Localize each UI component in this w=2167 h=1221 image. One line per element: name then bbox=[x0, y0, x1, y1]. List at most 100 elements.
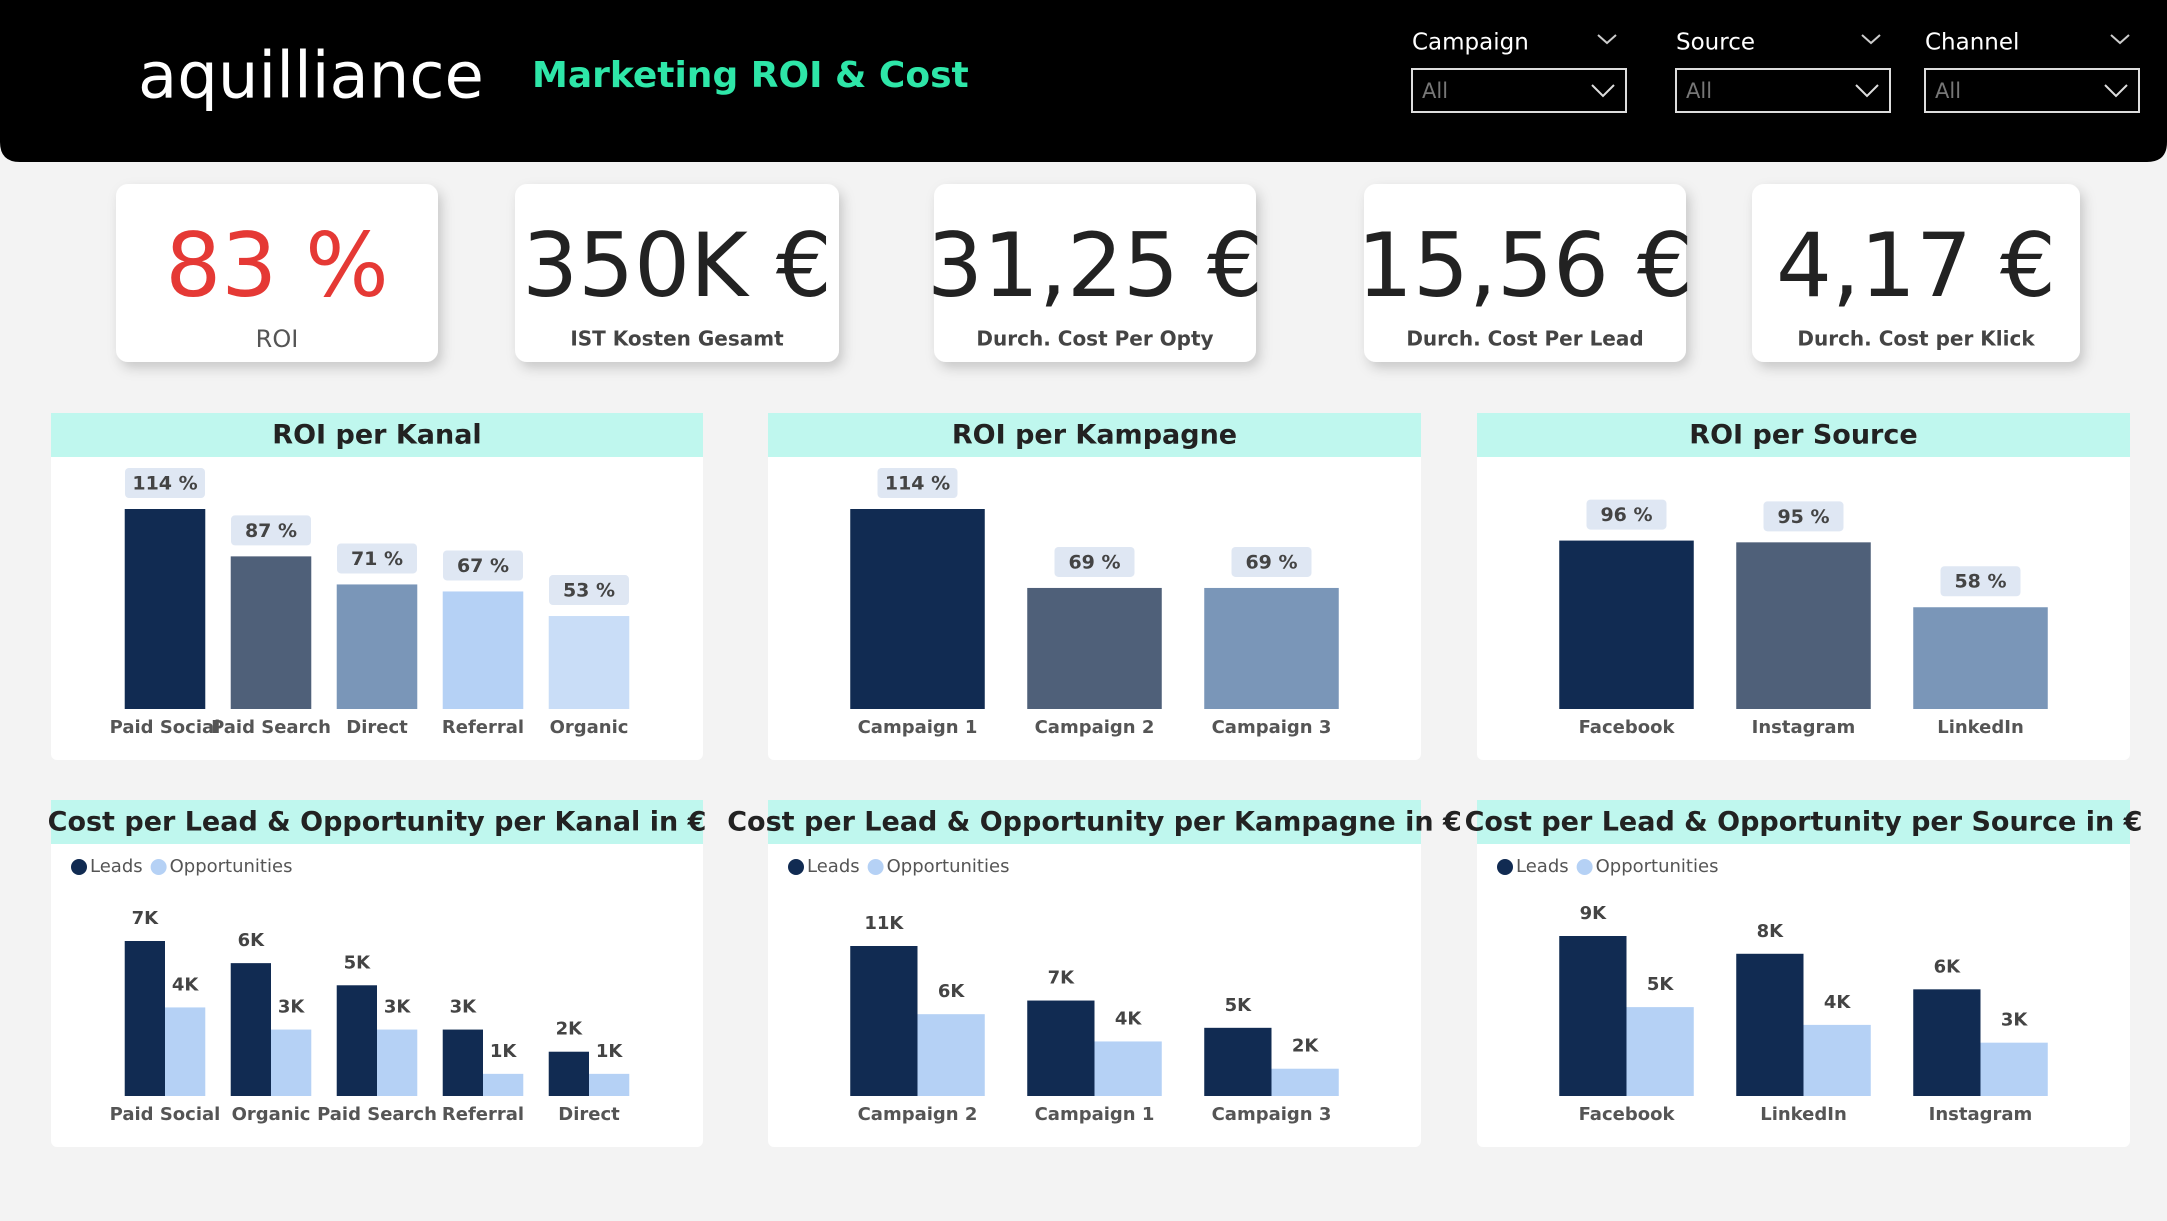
value-label: 4K bbox=[172, 974, 200, 995]
value-label-bg bbox=[1763, 501, 1844, 532]
bar bbox=[1980, 1042, 2048, 1096]
value-label: 3K bbox=[278, 997, 306, 1018]
bar bbox=[124, 941, 165, 1096]
bar bbox=[1559, 936, 1627, 1096]
value-label: 5K bbox=[344, 952, 372, 973]
filter-chevron bbox=[2110, 34, 2130, 45]
value-label: 53 % bbox=[563, 580, 615, 602]
kpi-value: 31,25 € bbox=[927, 214, 1263, 317]
kpi-label: ROI bbox=[256, 325, 299, 353]
bar bbox=[1736, 953, 1804, 1096]
bar bbox=[336, 584, 418, 709]
x-tick-label: Paid Social bbox=[110, 717, 221, 738]
value-label: 71 % bbox=[351, 548, 403, 570]
bar bbox=[442, 591, 524, 709]
bar bbox=[1027, 1000, 1095, 1096]
value-label: 2K bbox=[556, 1019, 584, 1040]
bar bbox=[917, 1014, 985, 1096]
value-label: 11K bbox=[864, 913, 904, 934]
x-tick-label: Instagram bbox=[1752, 717, 1856, 738]
x-tick-label: Paid Search bbox=[211, 717, 331, 738]
bar bbox=[850, 946, 918, 1096]
filter-chevron bbox=[1597, 34, 1617, 45]
chart-title: ROI per Kampagne bbox=[952, 420, 1237, 451]
x-tick-label: Paid Social bbox=[110, 1104, 221, 1125]
filter-dropdown[interactable] bbox=[1675, 68, 1891, 113]
bar bbox=[1027, 587, 1162, 709]
dropdown-chevron bbox=[2104, 84, 2128, 98]
value-label: 114 % bbox=[885, 473, 950, 495]
bar bbox=[336, 985, 377, 1096]
value-label: 114 % bbox=[132, 473, 197, 495]
x-tick-label: Campaign 2 bbox=[858, 1104, 978, 1125]
filter-chevron bbox=[1861, 34, 1881, 45]
kpi-value: 350K € bbox=[522, 214, 832, 317]
value-label: 4K bbox=[1115, 1008, 1143, 1029]
value-label-bg bbox=[231, 515, 311, 546]
bar bbox=[1559, 540, 1694, 709]
legend-label: Opportunities bbox=[1596, 856, 1719, 877]
chart-title: ROI per Kanal bbox=[272, 420, 481, 451]
x-tick-label: Direct bbox=[346, 717, 408, 738]
x-tick-label: Campaign 3 bbox=[1212, 717, 1332, 738]
x-tick-label: Direct bbox=[558, 1104, 620, 1125]
chart-header bbox=[51, 413, 703, 457]
bar bbox=[442, 1029, 483, 1096]
value-label: 96 % bbox=[1600, 504, 1652, 526]
value-label: 2K bbox=[1292, 1036, 1320, 1057]
value-label: 7K bbox=[132, 908, 160, 929]
filter-dropdown[interactable] bbox=[1411, 68, 1627, 113]
filter-dropdown[interactable] bbox=[1924, 68, 2140, 113]
x-tick-label: Referral bbox=[442, 1104, 524, 1125]
value-label-bg bbox=[1586, 499, 1667, 530]
filter-value: All bbox=[1686, 79, 1712, 103]
filter-value: All bbox=[1422, 79, 1448, 103]
value-label: 8K bbox=[1757, 921, 1785, 942]
filter-value: All bbox=[1935, 79, 1961, 103]
bar bbox=[271, 1029, 312, 1096]
filter-label: Channel bbox=[1925, 30, 2019, 56]
chart-title: Cost per Lead & Opportunity per Kampagne… bbox=[727, 807, 1462, 838]
kpi-card bbox=[1364, 184, 1686, 362]
legend-label: Opportunities bbox=[887, 856, 1010, 877]
legend-swatch bbox=[1497, 859, 1513, 875]
dropdown-chevron bbox=[1855, 84, 1879, 98]
value-label-bg bbox=[337, 543, 417, 574]
chart-header bbox=[1477, 413, 2130, 457]
value-label: 6K bbox=[1934, 956, 1962, 977]
bar bbox=[165, 1007, 206, 1096]
value-label: 3K bbox=[450, 997, 478, 1018]
legend-label: Leads bbox=[1516, 856, 1569, 877]
bar bbox=[1803, 1024, 1871, 1096]
dashboard-title: Marketing ROI & Cost bbox=[532, 55, 969, 96]
value-label: 7K bbox=[1048, 968, 1076, 989]
bar bbox=[1736, 542, 1871, 709]
legend-swatch bbox=[867, 859, 884, 875]
x-tick-label: Campaign 3 bbox=[1212, 1104, 1332, 1125]
logo: aquilliance bbox=[138, 40, 484, 114]
value-label: 3K bbox=[384, 997, 412, 1018]
x-tick-label: Organic bbox=[232, 1104, 311, 1125]
bar bbox=[377, 1029, 418, 1096]
chart-header bbox=[1477, 800, 2130, 844]
value-label-bg bbox=[125, 468, 205, 498]
x-tick-label: LinkedIn bbox=[1760, 1104, 1847, 1125]
value-label: 3K bbox=[2001, 1010, 2029, 1031]
legend-label: Opportunities bbox=[170, 856, 293, 877]
value-label: 9K bbox=[1580, 903, 1608, 924]
dropdown-chevron bbox=[1591, 84, 1615, 98]
chart-title: ROI per Source bbox=[1689, 420, 1917, 451]
bar bbox=[124, 509, 206, 709]
filter-label: Campaign bbox=[1412, 30, 1529, 56]
chart-header bbox=[51, 800, 703, 844]
bar bbox=[589, 1073, 630, 1096]
value-label: 6K bbox=[938, 981, 966, 1002]
value-label: 5K bbox=[1225, 995, 1253, 1016]
x-tick-label: Facebook bbox=[1579, 717, 1676, 738]
chart-title: Cost per Lead & Opportunity per Source i… bbox=[1465, 807, 2143, 838]
chart-title: Cost per Lead & Opportunity per Kanal in… bbox=[48, 807, 707, 838]
x-tick-label: Referral bbox=[442, 717, 524, 738]
legend-label: Leads bbox=[807, 856, 860, 877]
